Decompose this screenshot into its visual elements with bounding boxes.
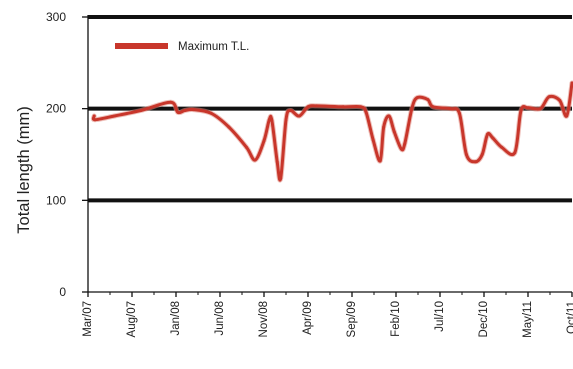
data-point-0-35 xyxy=(431,105,435,109)
data-point-0-47 xyxy=(538,107,542,111)
data-point-0-6 xyxy=(183,109,187,112)
data-point-0-51 xyxy=(570,81,573,85)
x-tick-label-0: Mar/07 xyxy=(82,301,94,337)
y-tick-label-300: 300 xyxy=(46,10,66,24)
data-point-0-3 xyxy=(139,109,143,112)
series-layer xyxy=(90,80,573,183)
legend: Maximum T.L. xyxy=(115,41,249,53)
data-point-0-24 xyxy=(364,110,368,114)
axes xyxy=(87,15,572,293)
data-point-0-50 xyxy=(565,114,569,118)
data-point-0-22 xyxy=(341,105,345,109)
data-point-0-14 xyxy=(270,119,274,123)
y-tick-label-100: 100 xyxy=(46,193,66,207)
data-point-0-19 xyxy=(297,114,301,118)
data-point-0-20 xyxy=(306,105,310,109)
y-tick-label-0: 0 xyxy=(59,285,66,299)
legend-label: Maximum T.L. xyxy=(178,41,249,53)
data-point-0-5 xyxy=(176,110,180,114)
series-halo-0 xyxy=(90,80,573,183)
data-point-0-38 xyxy=(464,153,468,156)
data-point-0-49 xyxy=(558,98,562,102)
data-point-0-15 xyxy=(275,160,279,164)
data-point-0-44 xyxy=(513,151,517,155)
data-point-0-29 xyxy=(392,130,396,134)
data-point-0-7 xyxy=(192,108,196,112)
data-point-0-46 xyxy=(526,106,530,110)
y-ticks: 0 100 200 300 xyxy=(46,10,88,299)
data-point-0-33 xyxy=(415,96,419,100)
data-point-0-34 xyxy=(426,98,430,101)
data-point-0-16 xyxy=(279,176,283,180)
series-line-0 xyxy=(91,81,573,182)
x-tick-label-3: Jun/08 xyxy=(214,301,226,336)
data-point-0-0 xyxy=(92,114,96,118)
data-point-0-11 xyxy=(253,158,257,162)
data-point-0-28 xyxy=(387,114,391,118)
data-point-0-13 xyxy=(267,118,271,122)
data-point-0-25 xyxy=(371,138,375,142)
data-point-0-30 xyxy=(399,147,403,151)
y-tick-label-200: 200 xyxy=(46,102,66,116)
data-point-0-36 xyxy=(449,107,453,111)
data-point-0-9 xyxy=(227,125,231,129)
x-tick-label-1: Aug/07 xyxy=(126,301,138,337)
data-point-0-10 xyxy=(244,145,248,149)
data-point-0-12 xyxy=(262,139,266,143)
data-point-0-1 xyxy=(93,118,97,122)
data-point-0-23 xyxy=(359,105,363,109)
data-point-0-2 xyxy=(112,114,116,118)
data-point-0-40 xyxy=(480,153,484,156)
data-point-0-31 xyxy=(403,142,407,145)
x-tick-label-10: May/11 xyxy=(522,301,534,338)
x-tick-label-6: Sep/09 xyxy=(346,301,358,337)
data-point-0-17 xyxy=(284,118,288,122)
x-tick-label-8: Jul/10 xyxy=(434,301,446,332)
x-tick-label-7: Feb/10 xyxy=(390,301,402,337)
x-ticks: Mar/07 Aug/07 Jan/08 Jun/08 Nov/08 Apr/09 Sep/… xyxy=(82,292,573,338)
data-point-0-45 xyxy=(519,109,523,112)
y-axis-label: Total length (mm) xyxy=(15,106,33,233)
x-tick-label-2: Jan/08 xyxy=(170,301,182,336)
data-point-0-42 xyxy=(491,136,495,140)
data-point-0-43 xyxy=(500,145,504,149)
data-point-0-32 xyxy=(410,107,414,111)
x-tick-label-9: Dec/10 xyxy=(478,301,490,337)
data-point-0-4 xyxy=(169,100,173,104)
data-point-0-48 xyxy=(547,95,551,99)
x-tick-label-11: Oct/11 xyxy=(566,301,573,334)
data-point-0-39 xyxy=(473,160,477,164)
data-point-0-41 xyxy=(486,132,489,136)
data-point-0-21 xyxy=(315,104,319,108)
data-point-0-37 xyxy=(457,111,461,115)
data-point-0-27 xyxy=(382,125,386,129)
data-point-0-26 xyxy=(378,159,382,163)
data-point-0-18 xyxy=(288,109,292,112)
x-tick-label-4: Nov/08 xyxy=(258,301,270,337)
x-tick-label-5: Apr/09 xyxy=(302,301,314,335)
data-point-0-8 xyxy=(209,111,213,115)
